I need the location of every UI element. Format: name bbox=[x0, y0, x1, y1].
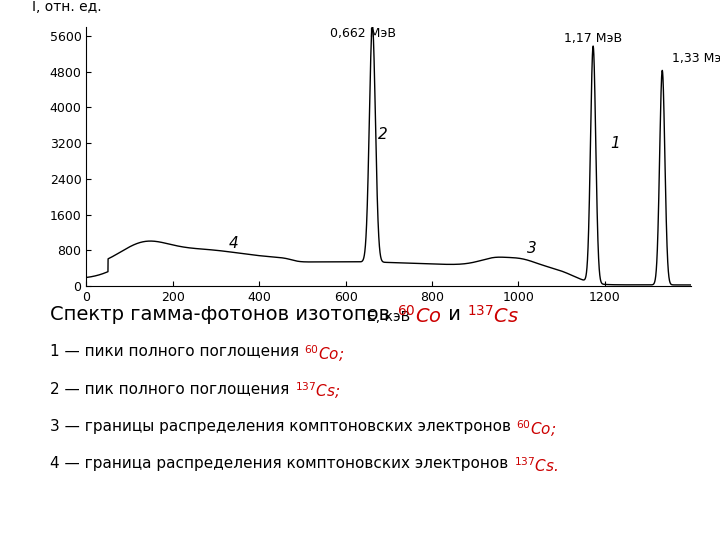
Text: 1,17 МэВ: 1,17 МэВ bbox=[564, 32, 622, 45]
Text: $^{137}$Cs: $^{137}$Cs bbox=[467, 305, 519, 327]
Text: $^{137}$Cs.: $^{137}$Cs. bbox=[513, 456, 558, 475]
Text: I, отн. ед.: I, отн. ед. bbox=[32, 0, 102, 14]
Text: 3 — границы распределения комптоновских электронов: 3 — границы распределения комптоновских … bbox=[50, 418, 516, 434]
Text: 1,33 МэВ: 1,33 МэВ bbox=[672, 52, 720, 65]
Text: $^{137}$Cs;: $^{137}$Cs; bbox=[294, 381, 340, 401]
X-axis label: E, кэВ: E, кэВ bbox=[367, 309, 410, 323]
Text: 3: 3 bbox=[526, 241, 536, 255]
Text: и: и bbox=[441, 305, 467, 324]
Text: $^{60}$Co;: $^{60}$Co; bbox=[516, 418, 557, 439]
Text: 4: 4 bbox=[228, 236, 238, 251]
Text: $^{60}$Co: $^{60}$Co bbox=[397, 305, 441, 327]
Text: $^{60}$Co;: $^{60}$Co; bbox=[305, 343, 345, 363]
Text: 1: 1 bbox=[611, 136, 621, 151]
Text: Спектр гамма-фотонов изотопов: Спектр гамма-фотонов изотопов bbox=[50, 305, 397, 324]
Text: 2 — пик полного поглощения: 2 — пик полного поглощения bbox=[50, 381, 294, 396]
Text: 0,662 МэВ: 0,662 МэВ bbox=[330, 26, 396, 39]
Text: 1 — пики полного поглощения: 1 — пики полного поглощения bbox=[50, 343, 305, 358]
Text: 4 — граница распределения комптоновских электронов: 4 — граница распределения комптоновских … bbox=[50, 456, 513, 471]
Text: 2: 2 bbox=[377, 127, 387, 141]
